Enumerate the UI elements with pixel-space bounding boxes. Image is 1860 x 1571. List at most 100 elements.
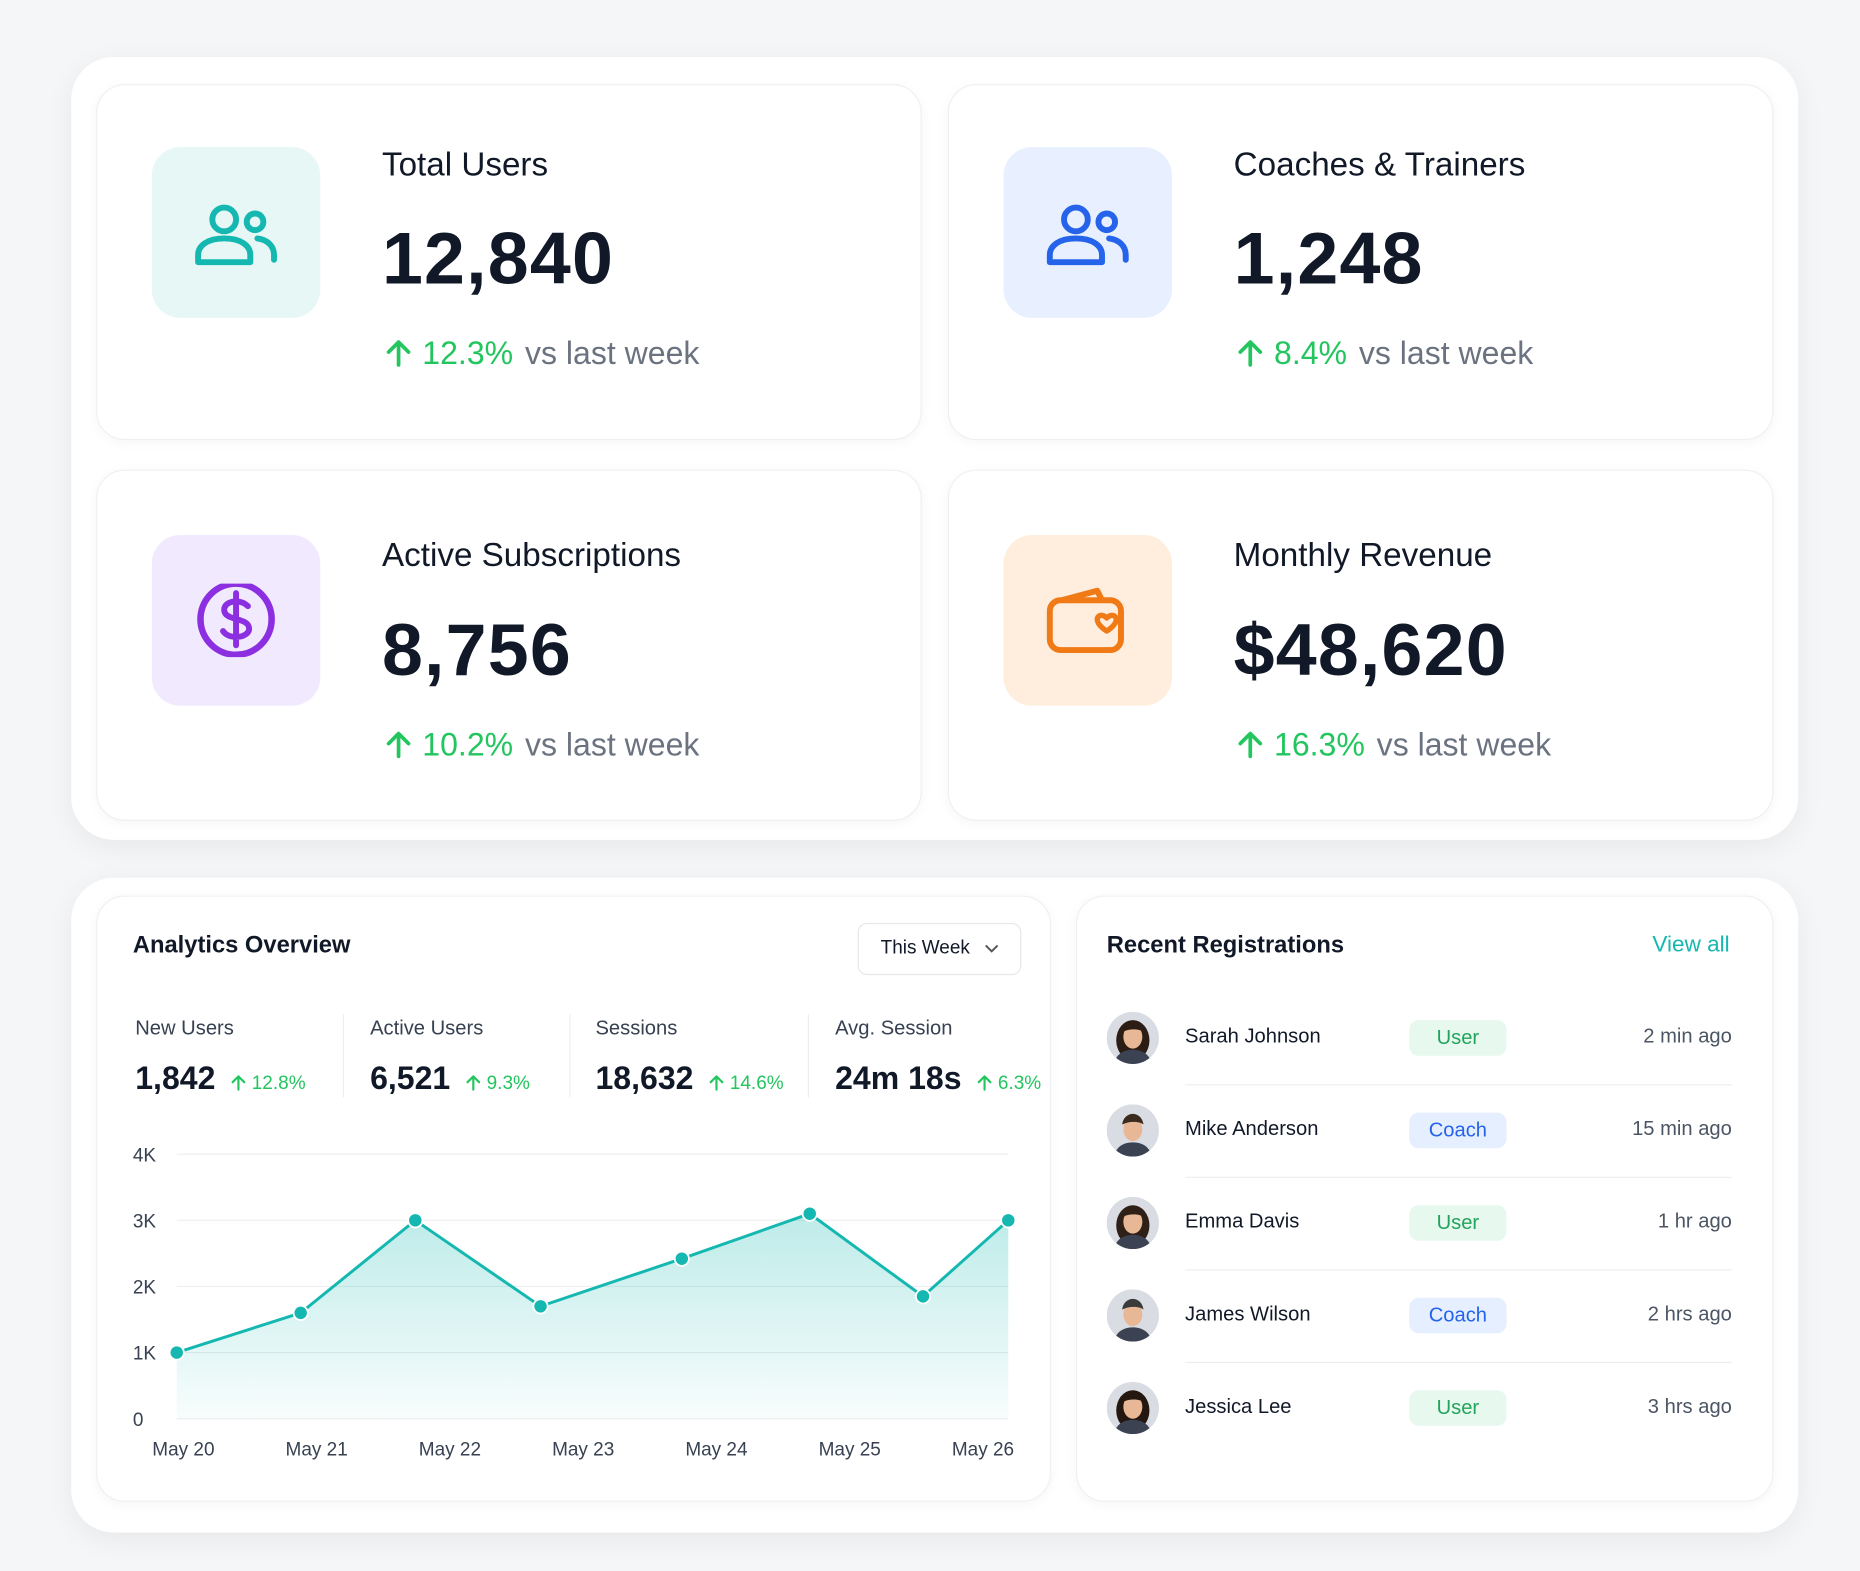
y-tick-label: 2K xyxy=(133,1278,157,1299)
metric-change: 9.3% xyxy=(464,1073,530,1095)
divider xyxy=(807,1014,810,1098)
stat-title: Total Users xyxy=(381,145,549,183)
icon-glyph xyxy=(1046,587,1124,654)
data-point xyxy=(292,1304,309,1321)
period-select[interactable]: This Week xyxy=(857,922,1022,976)
time: 3 hrs ago xyxy=(1647,1394,1732,1418)
metric-value: 6,521 xyxy=(370,1060,451,1097)
stat-value: 1,248 xyxy=(1233,218,1424,301)
y-tick-label: 1K xyxy=(133,1344,157,1365)
stat-change: 10.2% vs last week xyxy=(384,727,699,764)
line xyxy=(176,1212,1010,1354)
metric: 24m 18s 6.3% xyxy=(835,1060,1041,1097)
up-arrow xyxy=(977,1075,991,1091)
stat-icon xyxy=(151,534,321,706)
divider xyxy=(569,1014,571,1098)
avatar xyxy=(1106,1104,1159,1157)
user-name: Emma Davis xyxy=(1185,1209,1300,1233)
metric: 18,632 14.6% xyxy=(595,1060,783,1097)
metric-change-value: 12.8% xyxy=(251,1073,306,1094)
up-arrow xyxy=(709,1075,723,1091)
up-arrow xyxy=(386,731,411,759)
stat-icon xyxy=(151,147,321,318)
x-tick-label: May 23 xyxy=(552,1439,614,1460)
analytics-title: Analytics Overview xyxy=(132,932,351,959)
chevron xyxy=(984,944,998,953)
comparison: vs last week xyxy=(1358,335,1534,372)
data-point xyxy=(1000,1212,1017,1229)
row-divider xyxy=(1185,1269,1732,1271)
time: 1 hr ago xyxy=(1657,1209,1732,1233)
time: 15 min ago xyxy=(1632,1117,1732,1140)
metric-change: 12.8% xyxy=(230,1074,306,1095)
area-fill xyxy=(176,1213,1009,1419)
view-all-link[interactable]: View all xyxy=(1652,932,1730,958)
y-tick-label: 4K xyxy=(133,1145,157,1166)
metric-value: 18,632 xyxy=(595,1060,694,1097)
stat-change: 8.4% vs last week xyxy=(1236,336,1533,373)
change-value: 8.4% xyxy=(1274,335,1348,372)
user-name: James Wilson xyxy=(1185,1302,1311,1326)
metric-change-value: 14.6% xyxy=(729,1073,784,1094)
icon-glyph xyxy=(195,204,277,266)
metric: 1,842 12.8% xyxy=(135,1060,305,1097)
icon-glyph xyxy=(1046,204,1129,266)
metric-value: 24m 18s xyxy=(835,1060,962,1097)
avatar xyxy=(1106,1011,1159,1065)
data-point xyxy=(532,1298,549,1315)
avatar xyxy=(1106,1381,1159,1435)
data-point xyxy=(914,1288,932,1305)
x-tick-label: May 24 xyxy=(685,1439,747,1460)
role-badge: User xyxy=(1409,1020,1507,1056)
stat-title: Monthly Revenue xyxy=(1233,536,1493,573)
metric-label: Active Users xyxy=(370,1016,484,1040)
avatar xyxy=(1106,1196,1159,1250)
up-arrow xyxy=(1238,340,1263,367)
up-arrow xyxy=(386,340,411,367)
row-divider xyxy=(1185,1084,1732,1086)
up-arrow xyxy=(231,1075,245,1091)
metric-change-value: 9.3% xyxy=(486,1073,530,1094)
registrations-title: Recent Registrations xyxy=(1106,932,1345,959)
stat-icon xyxy=(1003,147,1172,318)
avatar-image xyxy=(1106,1381,1159,1435)
comparison: vs last week xyxy=(524,335,700,372)
y-tick-label: 0 xyxy=(133,1410,144,1431)
metric: 6,521 9.3% xyxy=(370,1060,530,1097)
stat-value: 8,756 xyxy=(381,609,572,692)
role-badge: User xyxy=(1409,1205,1507,1241)
up-arrow xyxy=(1238,731,1263,759)
stat-value: $48,620 xyxy=(1233,609,1508,692)
change-value: 10.2% xyxy=(422,727,514,763)
metric-label: Avg. Session xyxy=(835,1016,953,1040)
data-point xyxy=(801,1205,818,1222)
metric-label: New Users xyxy=(135,1016,234,1040)
avatar xyxy=(1106,1289,1159,1342)
stat-value: 12,840 xyxy=(381,218,615,301)
icon-glyph xyxy=(197,583,275,658)
avatar-image xyxy=(1106,1104,1159,1157)
y-tick-label: 3K xyxy=(133,1211,157,1232)
stat-change: 12.3% vs last week xyxy=(384,336,699,373)
x-tick-label: May 22 xyxy=(419,1439,481,1460)
stat-title: Active Subscriptions xyxy=(381,536,682,573)
metric-label: Sessions xyxy=(595,1016,678,1040)
stat-title: Coaches & Trainers xyxy=(1233,145,1526,183)
change-value: 12.3% xyxy=(422,335,514,372)
avatar-image xyxy=(1106,1196,1159,1250)
user-name: Mike Anderson xyxy=(1185,1117,1319,1140)
stat-change: 16.3% vs last week xyxy=(1236,727,1551,764)
divider xyxy=(342,1014,345,1098)
role-badge: Coach xyxy=(1409,1297,1507,1334)
comparison: vs last week xyxy=(1376,727,1552,763)
stat-icon xyxy=(1003,534,1172,706)
data-point xyxy=(168,1344,185,1361)
role-badge: Coach xyxy=(1409,1112,1507,1149)
x-tick-label: May 25 xyxy=(819,1439,881,1460)
time: 2 hrs ago xyxy=(1647,1302,1732,1326)
metric-change: 14.6% xyxy=(708,1074,784,1095)
role-badge: User xyxy=(1409,1390,1507,1426)
